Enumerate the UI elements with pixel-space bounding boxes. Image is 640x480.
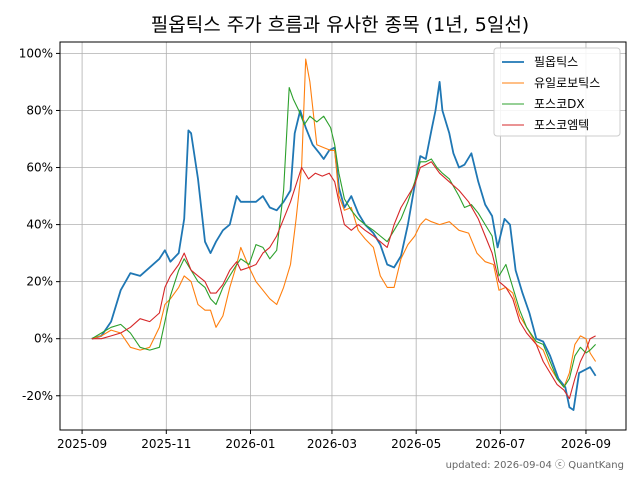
x-tick-label: 2026-05 — [391, 437, 441, 451]
y-tick-label: 0% — [34, 332, 53, 346]
legend-label: 포스코엠텍 — [534, 118, 589, 132]
series-line-3 — [91, 161, 596, 400]
series-lines — [91, 58, 597, 411]
x-tick-label: 2026-09 — [561, 437, 611, 451]
x-tick-label: 2026-03 — [307, 437, 357, 451]
x-axis: 2025-09 2025-11 2026-01 2026-03 2026-05 2026-… — [57, 430, 611, 451]
x-tick-label: 2025-11 — [141, 437, 191, 451]
chart-title: 필옵틱스 주가 흐름과 유사한 종목 (1년, 5일선) — [151, 14, 529, 36]
legend-label: 포스코DX — [534, 97, 585, 111]
y-tick-label: -20% — [22, 389, 53, 403]
y-axis: -20% 0% 20% 40% 60% 80% 100% — [19, 46, 60, 403]
x-tick-label: 2025-09 — [57, 437, 107, 451]
x-tick-label: 2026-07 — [475, 437, 525, 451]
series-line-2 — [91, 87, 596, 388]
series-line-0 — [91, 81, 597, 411]
y-tick-label: 100% — [19, 46, 53, 60]
legend-label: 유일로보틱스 — [534, 76, 600, 90]
y-tick-label: 80% — [26, 103, 53, 117]
y-tick-label: 60% — [26, 161, 53, 175]
y-tick-label: 20% — [26, 275, 53, 289]
footer-credit: updated: 2026-09-04 ⓒ QuantKang — [446, 459, 624, 471]
legend-label: 필옵틱스 — [534, 55, 578, 69]
legend-box — [493, 47, 621, 137]
y-tick-label: 40% — [26, 218, 53, 232]
x-tick-label: 2026-01 — [225, 437, 275, 451]
series-line-1 — [91, 58, 597, 388]
plot-frame — [59, 41, 627, 431]
